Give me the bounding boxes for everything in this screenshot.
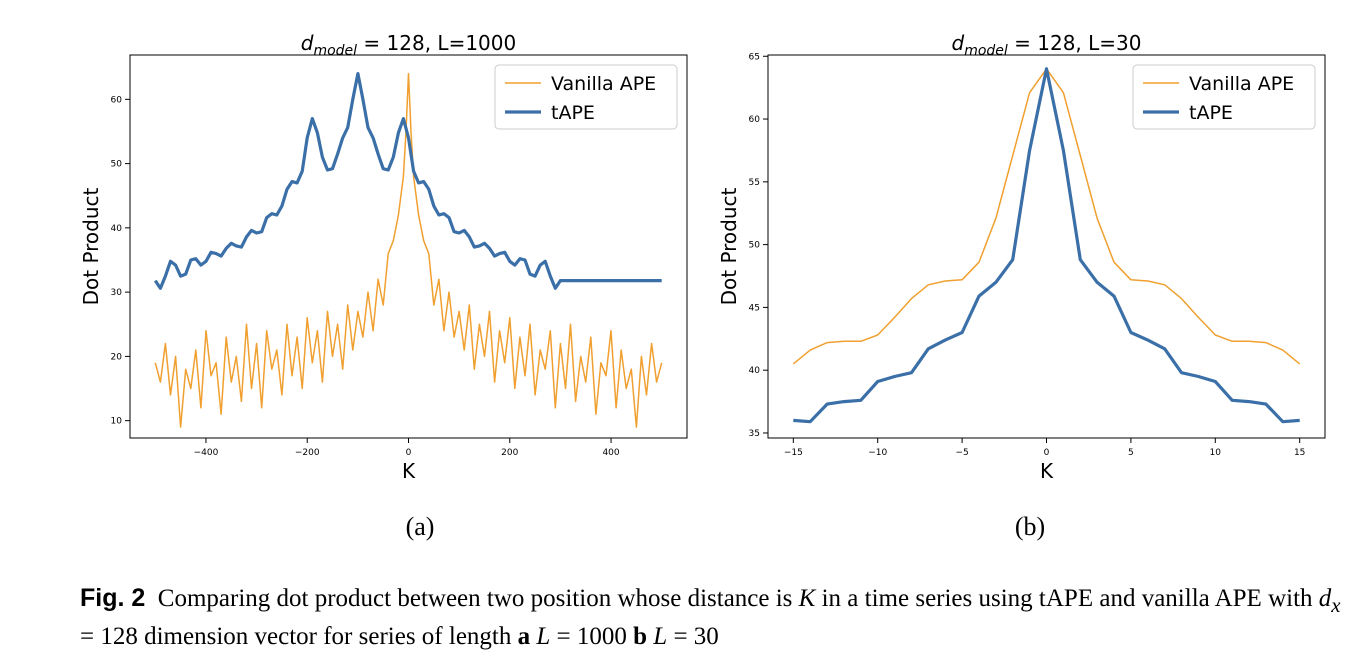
y-tick-label: 20	[111, 352, 123, 362]
x-tick-label: −400	[194, 448, 219, 458]
x-tick-label: 15	[1294, 448, 1305, 458]
y-tick-label: 45	[749, 303, 760, 313]
series-line-tape	[793, 67, 1300, 424]
y-axis-label: Dot Product	[717, 187, 741, 305]
y-tick-label: 35	[749, 429, 760, 439]
caption-b: b	[633, 623, 648, 650]
subfigure-label: (b)	[1015, 512, 1045, 541]
legend-entry: Vanilla APE	[551, 73, 656, 95]
legend-entry: Vanilla APE	[1189, 73, 1294, 95]
caption-text-3: = 128 dimension vector for series of len…	[80, 623, 518, 650]
caption-var-l1: L	[536, 623, 551, 650]
caption-var-d: d	[1318, 585, 1332, 612]
legend-entry: tAPE	[551, 102, 595, 124]
subfigure-label: (a)	[406, 512, 435, 541]
y-tick-label: 60	[111, 95, 123, 105]
x-tick-label: −200	[295, 448, 320, 458]
y-tick-label: 50	[749, 241, 761, 251]
series-line-vanilla-ape	[154, 72, 663, 428]
chart-title: dmodel = 128, L=1000	[301, 31, 516, 59]
caption-text-4: = 1000	[550, 623, 634, 650]
x-axis-label: K	[1040, 459, 1054, 483]
caption-var-k: K	[798, 585, 816, 612]
x-tick-label: 5	[1128, 448, 1134, 458]
caption-label: Fig. 2	[80, 584, 146, 612]
x-tick-label: 400	[602, 448, 619, 458]
caption-var-l2: L	[653, 623, 668, 650]
y-tick-label: 50	[111, 160, 123, 170]
x-tick-label: 0	[406, 448, 412, 458]
x-tick-label: −5	[955, 448, 968, 458]
y-tick-label: 65	[749, 52, 760, 62]
y-tick-label: 40	[111, 224, 123, 234]
y-axis-label: Dot Product	[79, 187, 103, 305]
caption-text-2: in a time series using tAPE and vanilla …	[815, 585, 1319, 612]
y-tick-label: 10	[111, 417, 123, 427]
y-tick-label: 60	[749, 115, 761, 125]
chart-panel-a: −400 −200 0 200 400 10 20 30 40 50 60 dmodel = 128,…	[79, 31, 688, 541]
y-tick-label: 55	[749, 178, 760, 188]
caption-a: a	[517, 623, 531, 650]
figure-caption: Fig. 2 Comparing dot product between two…	[80, 582, 1350, 653]
x-tick-label: −15	[784, 448, 803, 458]
legend-entry: tAPE	[1189, 102, 1233, 124]
caption-text-5: = 30	[667, 623, 719, 650]
x-tick-label: 10	[1210, 448, 1222, 458]
y-tick-label: 40	[749, 366, 761, 376]
series-line-tape	[153, 71, 662, 290]
x-tick-label: 200	[501, 448, 518, 458]
x-tick-label: 0	[1044, 448, 1050, 458]
chart-panel-b: −15 −10 −5 0 5 10 15 35 40 45 50 55 60 65 dmodel = 128…	[717, 31, 1326, 541]
y-tick-label: 30	[111, 288, 123, 298]
caption-text-1: Comparing dot product between two positi…	[157, 585, 799, 612]
x-tick-label: −10	[868, 448, 887, 458]
x-axis-label: K	[402, 459, 416, 483]
chart-title: dmodel = 128, L=30	[951, 31, 1141, 59]
caption-sub-x: x	[1331, 593, 1341, 617]
